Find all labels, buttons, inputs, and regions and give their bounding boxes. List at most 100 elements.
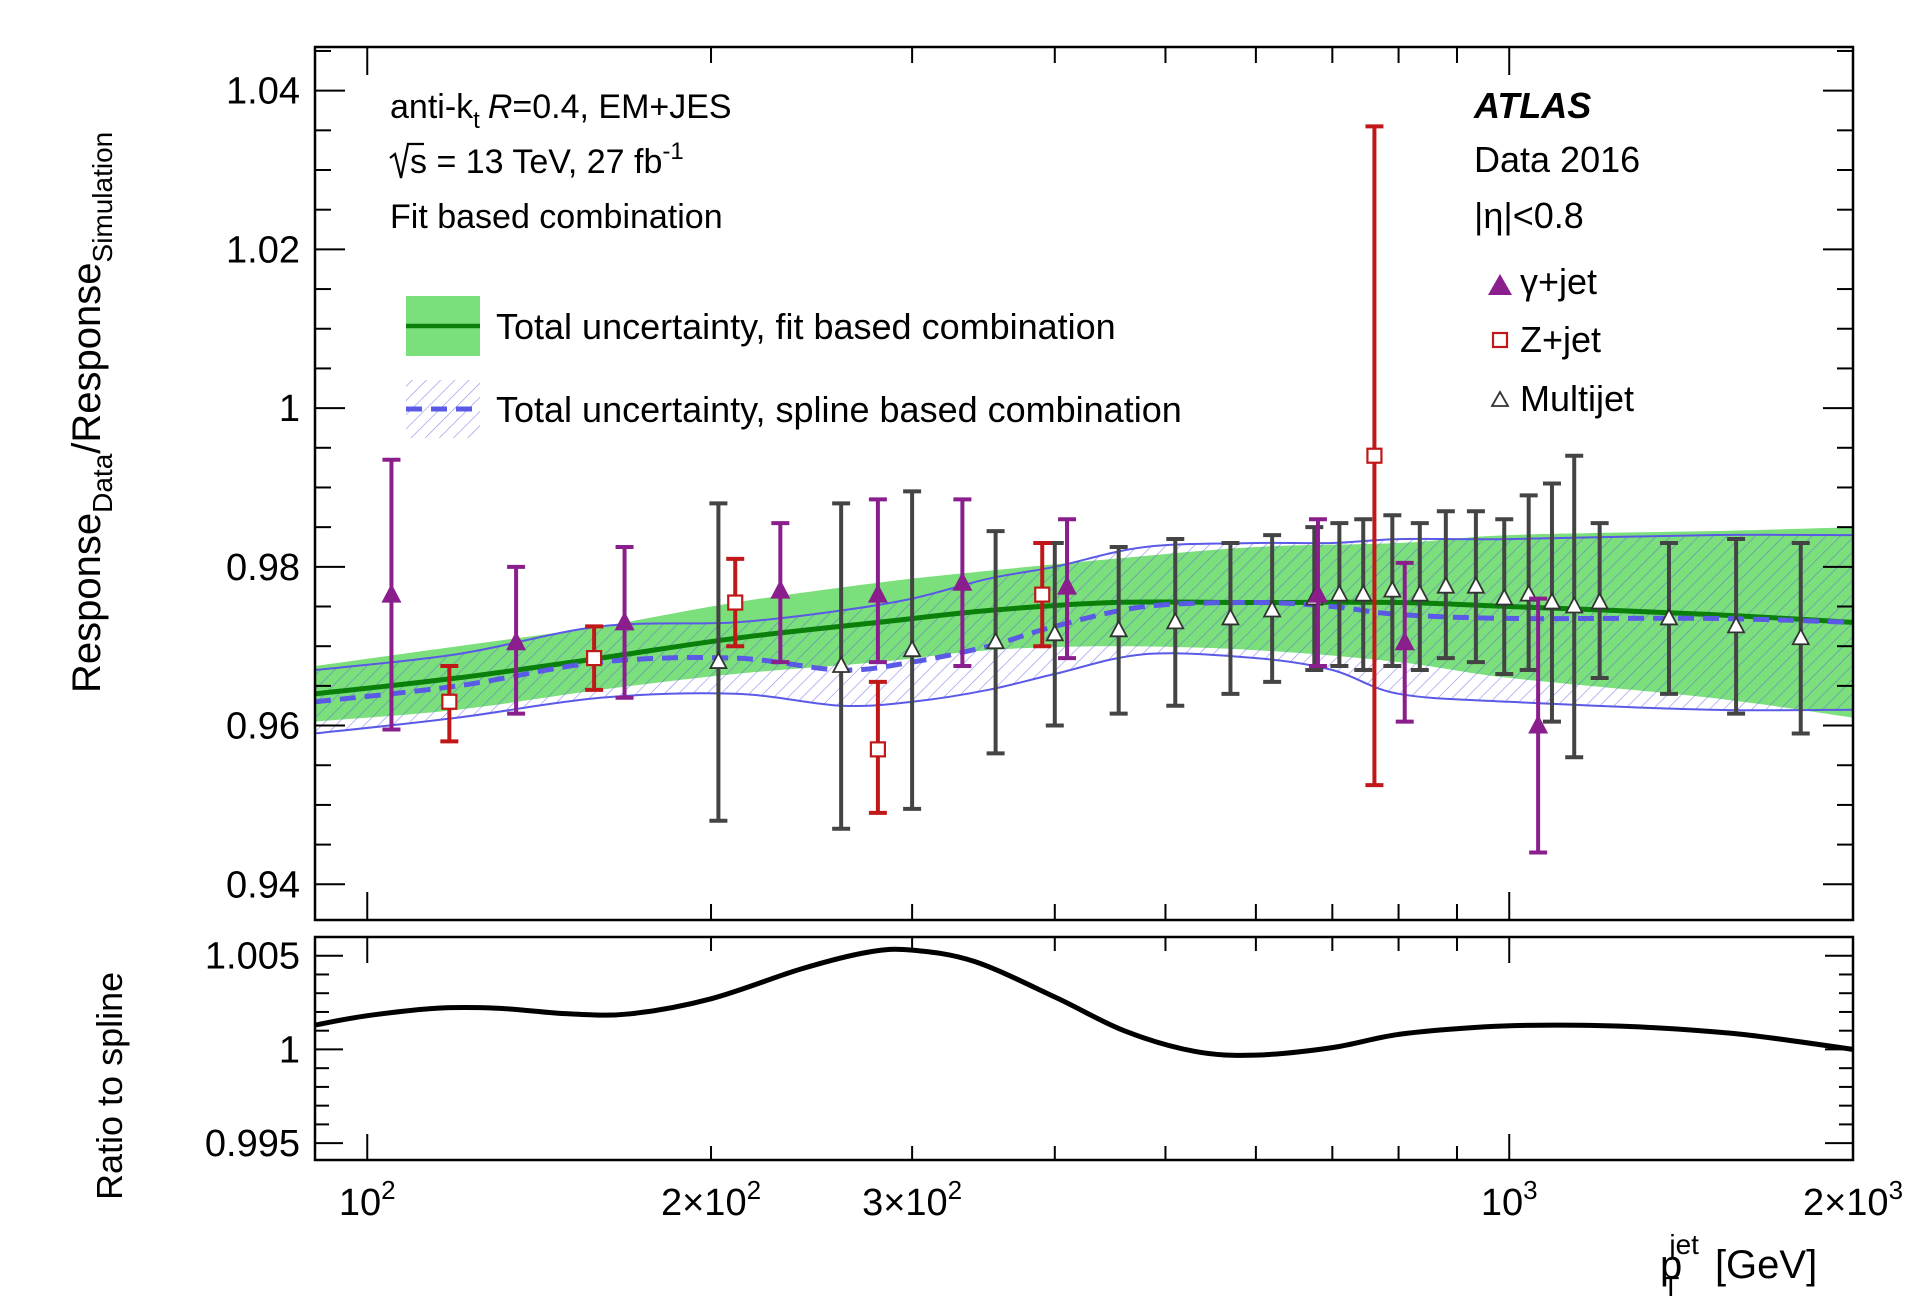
sqrt-s-label: s = 13 TeV, 27 fb-1: [389, 138, 684, 181]
multijet-marker: [1791, 627, 1811, 646]
gamma-jet-marker: [381, 583, 402, 603]
multijet-point: [1542, 481, 1562, 724]
x-tick-label: 2×103: [1803, 1175, 1903, 1224]
main-axes: 0.94 0.96 0.98 1 1.02 1.04: [226, 47, 1854, 920]
multijet-marker: [1466, 575, 1486, 594]
multijet-point: [1590, 521, 1610, 680]
legend-spline-label: Total uncertainty, spline based combinat…: [496, 389, 1182, 430]
multijet-marker: [1494, 587, 1514, 606]
multijet-point: [1382, 513, 1402, 669]
gamma-jet-marker: [1528, 714, 1549, 734]
legend-item-z: Z+jet: [1491, 319, 1601, 360]
gamma-jet-point: [1307, 517, 1328, 669]
main-y-tick-label: 1: [279, 388, 300, 430]
dataset-label: Data 2016: [1474, 139, 1640, 180]
main-ylabel: ResponseData/ResponseSimulation: [65, 132, 118, 693]
gamma-marker-icon: [1488, 274, 1512, 295]
legend-item-fit: Total uncertainty, fit based combination: [406, 296, 1116, 356]
z-jet-marker: [441, 693, 458, 710]
z-jet-point: [868, 679, 887, 815]
gamma-jet-point: [1528, 596, 1549, 855]
z-jet-marker: [727, 594, 744, 611]
z-jet-marker: [1366, 447, 1383, 464]
multijet-point: [1466, 509, 1486, 665]
sqrt-icon: [389, 142, 424, 179]
z-jet-point: [1033, 541, 1052, 649]
multijet-point: [708, 501, 728, 823]
multijet-marker: [1726, 615, 1746, 634]
svg-text:s = 13 TeV, 27 fb-1: s = 13 TeV, 27 fb-1: [410, 138, 684, 181]
multijet-marker: [902, 639, 922, 658]
gamma-jet-point: [867, 497, 888, 665]
legend-z-label: Z+jet: [1520, 319, 1601, 360]
gamma-jet-marker: [952, 571, 973, 591]
gamma-jet-point: [506, 564, 527, 716]
multijet-point: [1262, 533, 1282, 684]
main-y-tick-label: 1.04: [226, 71, 300, 113]
z-jet-marker: [869, 741, 886, 758]
multijet-marker: [708, 651, 728, 669]
multijet-marker: [1329, 583, 1349, 602]
ratio-curve: [315, 946, 1853, 1058]
multijet-point: [1659, 541, 1679, 696]
gamma-jet-marker: [1307, 583, 1328, 603]
z-jet-marker: [586, 649, 603, 667]
gamma-jet-marker: [1394, 631, 1415, 651]
gamma-jet-point: [1394, 560, 1415, 724]
x-tick-label: 102: [339, 1175, 396, 1224]
ratio-y-tick-label: 0.995: [205, 1123, 300, 1165]
multijet-point: [1109, 544, 1129, 716]
atlas-label: ATLAS: [1473, 85, 1591, 126]
legend-item-spline: Total uncertainty, spline based combinat…: [406, 380, 1182, 438]
main-y-tick-label: 0.94: [226, 864, 300, 906]
multijet-marker: [1382, 579, 1402, 598]
multijet-marker: [1659, 607, 1679, 626]
ratio-plot-area: 0.995 1 1.005 102 2×102 3×102 103 2×103: [205, 936, 1903, 1224]
multijet-marker: [1109, 619, 1129, 638]
multijet-marker: [831, 655, 851, 673]
x-tick-label: 3×102: [862, 1175, 962, 1224]
ratio-y-tick-label: 1: [279, 1029, 300, 1071]
multijet-point: [831, 501, 851, 831]
jet-algorithm-label: anti-kt R=0.4, EM+JES: [390, 88, 732, 134]
gamma-jet-marker: [770, 579, 791, 599]
ratio-ylabel: Ratio to spline: [89, 972, 130, 1200]
gamma-jet-marker: [506, 631, 527, 651]
uncertainty-bands: [315, 527, 1853, 735]
main-plot-area: 0.94 0.96 0.98 1 1.02 1.04: [226, 45, 1855, 922]
legend-item-gamma: γ+jet: [1488, 261, 1597, 302]
multijet-point: [902, 489, 922, 811]
ratio-frame: [313, 935, 1855, 1162]
multijet-point: [1410, 521, 1430, 673]
legend-item-multijet: Multijet: [1490, 378, 1634, 419]
ratio-to-spline-line: [315, 946, 1853, 1058]
multijet-point: [1791, 541, 1811, 736]
ratio-y-tick-label: 1.005: [205, 936, 300, 978]
multijet-marker-icon: [1490, 390, 1510, 407]
main-y-tick-label: 0.96: [226, 706, 300, 748]
gamma-jet-point: [1057, 517, 1078, 661]
z-jet-point: [585, 624, 604, 692]
multijet-point: [1165, 537, 1185, 708]
multijet-marker: [1542, 591, 1562, 610]
x-tick-label: 2×102: [661, 1175, 761, 1224]
multijet-point: [986, 529, 1006, 756]
multijet-marker: [1564, 595, 1584, 614]
multijet-point: [1045, 541, 1065, 728]
z-jet-marker: [1034, 586, 1051, 603]
main-y-tick-label: 0.98: [226, 547, 300, 589]
multijet-marker: [1220, 607, 1240, 626]
gamma-jet-point: [381, 457, 402, 732]
multijet-marker: [1410, 583, 1430, 602]
multijet-point: [1220, 541, 1240, 696]
gamma-jet-point: [614, 544, 635, 700]
multijet-marker: [1353, 583, 1373, 602]
gamma-jet-marker: [614, 611, 635, 631]
multijet-marker: [1590, 591, 1610, 610]
main-y-tick-label: 1.02: [226, 229, 300, 271]
gamma-jet-point: [952, 497, 973, 669]
main-frame: [313, 45, 1855, 922]
z-jet-point: [440, 664, 459, 744]
z-marker-icon: [1491, 331, 1509, 349]
